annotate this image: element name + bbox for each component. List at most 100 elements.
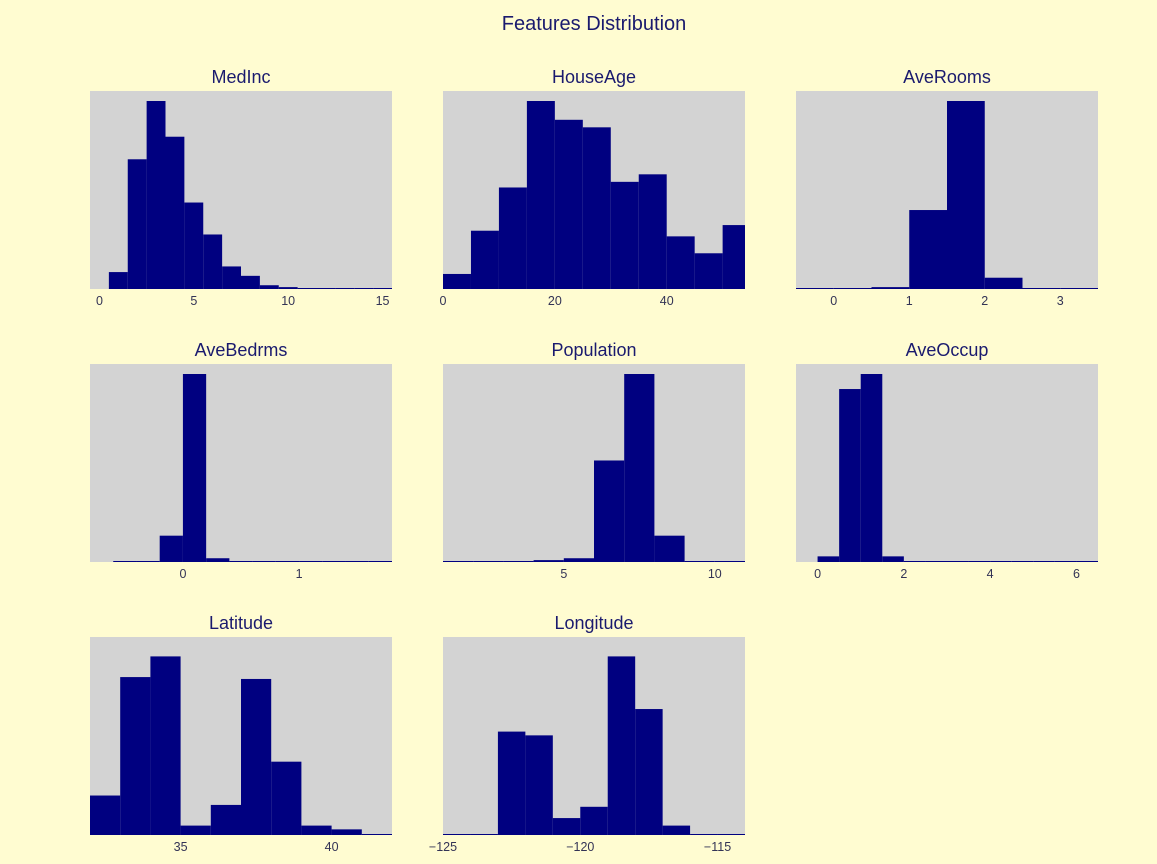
histogram-bar [947,101,985,289]
histogram-bar [839,389,861,562]
histogram-bar [443,273,471,289]
histogram-bar [146,101,166,289]
subplot-longitude: Longitude −125 −120 −115 [429,613,745,854]
histogram-bar [322,561,346,562]
histogram-bar [206,558,230,562]
x-tick-label: 2 [900,567,907,581]
histogram-bar [210,804,241,835]
x-tick-label: 3 [1057,294,1064,308]
histogram-bar [525,735,553,835]
x-tick-label: 0 [179,567,186,581]
histogram-bar [871,287,910,289]
histogram-bar [331,829,362,835]
histogram-bar [470,230,499,289]
histogram-bar [354,288,374,289]
histogram-bar [90,795,121,835]
histogram-bar [903,561,926,562]
histogram-bar [563,558,594,562]
histogram-bar [722,225,745,289]
histogram-bar [1011,561,1034,562]
subplot-title-avebedrms: AveBedrms [195,340,288,360]
histogram-bar [1022,288,1061,289]
histogram-bar [443,561,474,562]
histogram-bar [684,561,715,562]
x-tick-label: −115 [704,840,731,854]
histogram-bar [252,561,276,562]
histogram-bar [860,374,883,562]
x-tick-label: −120 [566,840,594,854]
histogram-bar [241,275,260,289]
x-tick-label: 6 [1073,567,1080,581]
histogram-bar [666,236,695,289]
histogram-bar [470,834,498,835]
subplot-population: Population 5 10 [443,340,745,581]
histogram-bar [136,561,160,562]
histogram-bar [241,678,272,835]
histogram-bar [526,101,555,289]
x-tick-label: 0 [440,294,447,308]
x-tick-label: 5 [190,294,197,308]
histogram-bar [1054,561,1077,562]
histogram-bar [947,561,969,562]
histogram-bar [345,561,369,562]
histogram-bar [990,561,1012,562]
histogram-bar [882,556,904,562]
histogram-bar [335,288,355,289]
plot-area-avebedrms [90,364,392,562]
histogram-bar [180,825,211,835]
subplot-avebedrms: AveBedrms 0 1 [90,340,392,581]
x-tick-label: 0 [814,567,821,581]
histogram-bar [796,288,834,289]
x-tick-label: 4 [987,567,994,581]
x-tick-label: 10 [708,567,722,581]
x-tick-label: −125 [429,840,457,854]
figure-title: Features Distribution [502,13,687,35]
histogram-bar [316,288,336,289]
histogram-bar [150,656,181,835]
histogram-bar [1076,561,1098,562]
histogram-bar [278,287,298,289]
histogram-bar [1033,561,1055,562]
subplot-title-aveoccup: AveOccup [906,340,989,360]
histogram-bar [229,561,253,562]
histogram-bar [361,834,392,835]
histogram-bar [297,288,317,289]
histogram-bar [533,560,564,562]
x-tick-label: 20 [548,294,562,308]
histogram-bar [473,561,504,562]
histogram-bar [182,374,207,562]
histogram-bar [113,561,137,562]
histogram-bar [582,127,611,289]
x-tick-label: 5 [560,567,567,581]
subplot-title-houseage: HouseAge [552,67,636,87]
histogram-bar [275,561,300,562]
histogram-bar [662,825,691,835]
histogram-bar [259,285,279,289]
histogram-bar [607,656,636,835]
x-tick-label: 0 [96,294,103,308]
histogram-bar [497,731,526,835]
x-tick-label: 15 [376,294,390,308]
histogram-bar [159,535,183,562]
histogram-bar [624,374,655,562]
subplot-aveoccup: AveOccup 0 2 4 6 [796,340,1098,581]
histogram-bar [638,174,667,289]
histogram-bar [443,834,471,835]
histogram-bar [654,535,685,562]
histogram-bar [984,277,1023,289]
subplot-title-averooms: AveRooms [903,67,991,87]
subplot-title-latitude: Latitude [209,613,273,633]
histogram-bar [165,136,185,289]
plot-area-longitude [443,637,745,835]
histogram-bar [108,272,128,289]
histogram-bar [120,677,151,835]
histogram-bar [299,561,323,562]
histogram-bar [833,288,872,289]
x-tick-label: 10 [281,294,295,308]
histogram-bar [610,181,639,289]
histogram-bar [222,266,241,289]
x-tick-label: 1 [906,294,913,308]
histogram-bar [717,834,745,835]
x-tick-label: 1 [296,567,303,581]
